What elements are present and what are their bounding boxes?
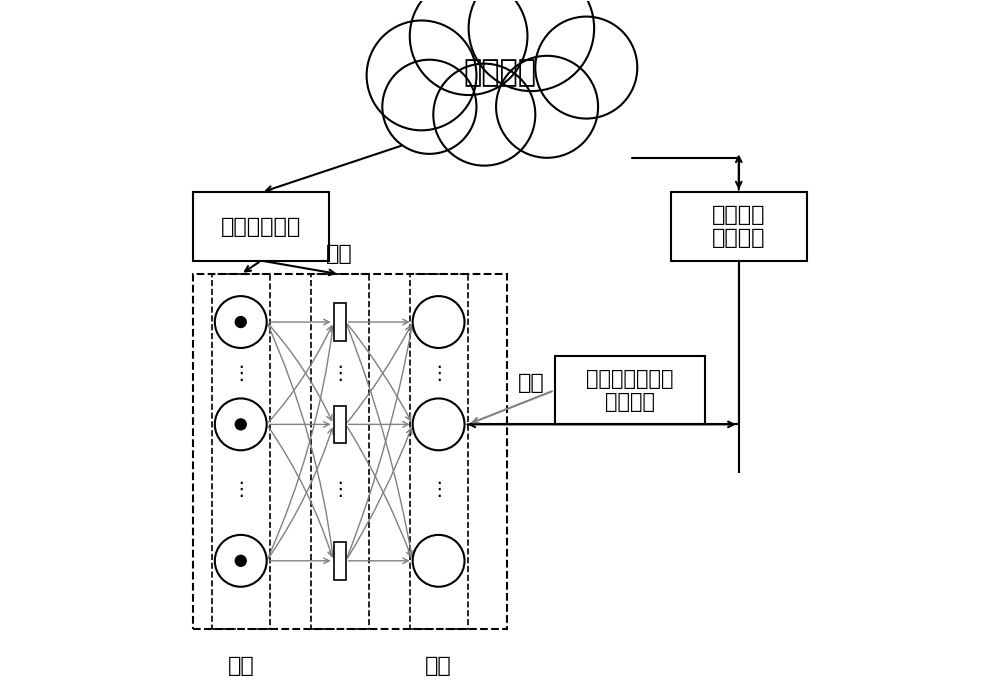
Circle shape — [496, 55, 598, 158]
Text: 实际状态检测: 实际状态检测 — [221, 216, 301, 236]
Circle shape — [413, 296, 465, 348]
Text: ⋮: ⋮ — [429, 364, 448, 383]
Circle shape — [535, 16, 637, 119]
Circle shape — [433, 64, 535, 166]
Circle shape — [413, 535, 465, 587]
FancyBboxPatch shape — [193, 192, 329, 260]
Text: 实验环境: 实验环境 — [463, 58, 536, 88]
Circle shape — [215, 296, 267, 348]
FancyBboxPatch shape — [671, 192, 807, 260]
FancyBboxPatch shape — [334, 303, 346, 341]
Circle shape — [235, 316, 246, 327]
FancyBboxPatch shape — [193, 274, 507, 629]
Circle shape — [235, 419, 246, 429]
Circle shape — [382, 60, 476, 154]
Circle shape — [413, 399, 465, 450]
Text: 库所: 库所 — [425, 656, 452, 676]
FancyBboxPatch shape — [555, 356, 705, 425]
Text: 变迁: 变迁 — [326, 244, 353, 264]
Text: ⋮: ⋮ — [330, 364, 349, 383]
FancyBboxPatch shape — [334, 542, 346, 580]
Text: ⋮: ⋮ — [231, 479, 251, 499]
Circle shape — [215, 535, 267, 587]
Text: 监督: 监督 — [518, 373, 544, 393]
Circle shape — [215, 399, 267, 450]
Circle shape — [469, 0, 594, 91]
Text: 触发执行
部署动作: 触发执行 部署动作 — [712, 205, 766, 248]
Circle shape — [235, 556, 246, 566]
Text: ⋮: ⋮ — [330, 479, 349, 499]
FancyBboxPatch shape — [334, 406, 346, 443]
Circle shape — [367, 21, 476, 130]
Text: ⋮: ⋮ — [231, 364, 251, 383]
Text: 库所: 库所 — [227, 656, 254, 676]
Text: 预设的环境状态
变化顺序: 预设的环境状态 变化顺序 — [586, 369, 673, 412]
Circle shape — [410, 0, 527, 95]
Text: ⋮: ⋮ — [429, 479, 448, 499]
